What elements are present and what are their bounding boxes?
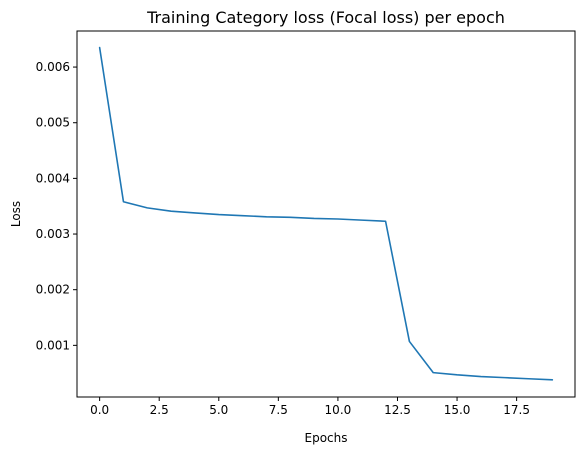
- x-tick-label: 15.0: [444, 403, 471, 417]
- x-tick-label: 5.0: [209, 403, 228, 417]
- x-tick-label: 7.5: [269, 403, 288, 417]
- x-tick-label: 10.0: [325, 403, 352, 417]
- x-tick-label: 12.5: [384, 403, 411, 417]
- chart-title: Training Category loss (Focal loss) per …: [146, 8, 505, 27]
- plot-area: 0.0 2.5 5.0 7.5 10.0 12.5 15.0 17.5 0.0010.0020…: [36, 30, 576, 417]
- y-axis-ticks: 0.001 0.002 0.003 0.004 0.005 0.006: [36, 60, 77, 352]
- x-tick-label: 17.5: [503, 403, 530, 417]
- series-line: [98, 46, 554, 381]
- y-tick-label: 0.006: [36, 60, 70, 74]
- y-tick-label: 0.003: [36, 227, 70, 241]
- plot-frame: [76, 30, 576, 398]
- y-tick-label: 0.005: [36, 116, 70, 130]
- x-tick-label: 2.5: [150, 403, 169, 417]
- x-axis-ticks: 0.0 2.5 5.0 7.5 10.0 12.5 15.0 17.5: [90, 397, 530, 417]
- x-tick-label: 0.0: [90, 403, 109, 417]
- series-group: [98, 46, 554, 381]
- y-tick-label: 0.004: [36, 171, 70, 185]
- y-tick-label: 0.002: [36, 283, 70, 297]
- x-axis-label: Epochs: [305, 431, 348, 445]
- y-tick-label: 0.001: [36, 338, 70, 352]
- y-axis-label: Loss: [9, 201, 23, 227]
